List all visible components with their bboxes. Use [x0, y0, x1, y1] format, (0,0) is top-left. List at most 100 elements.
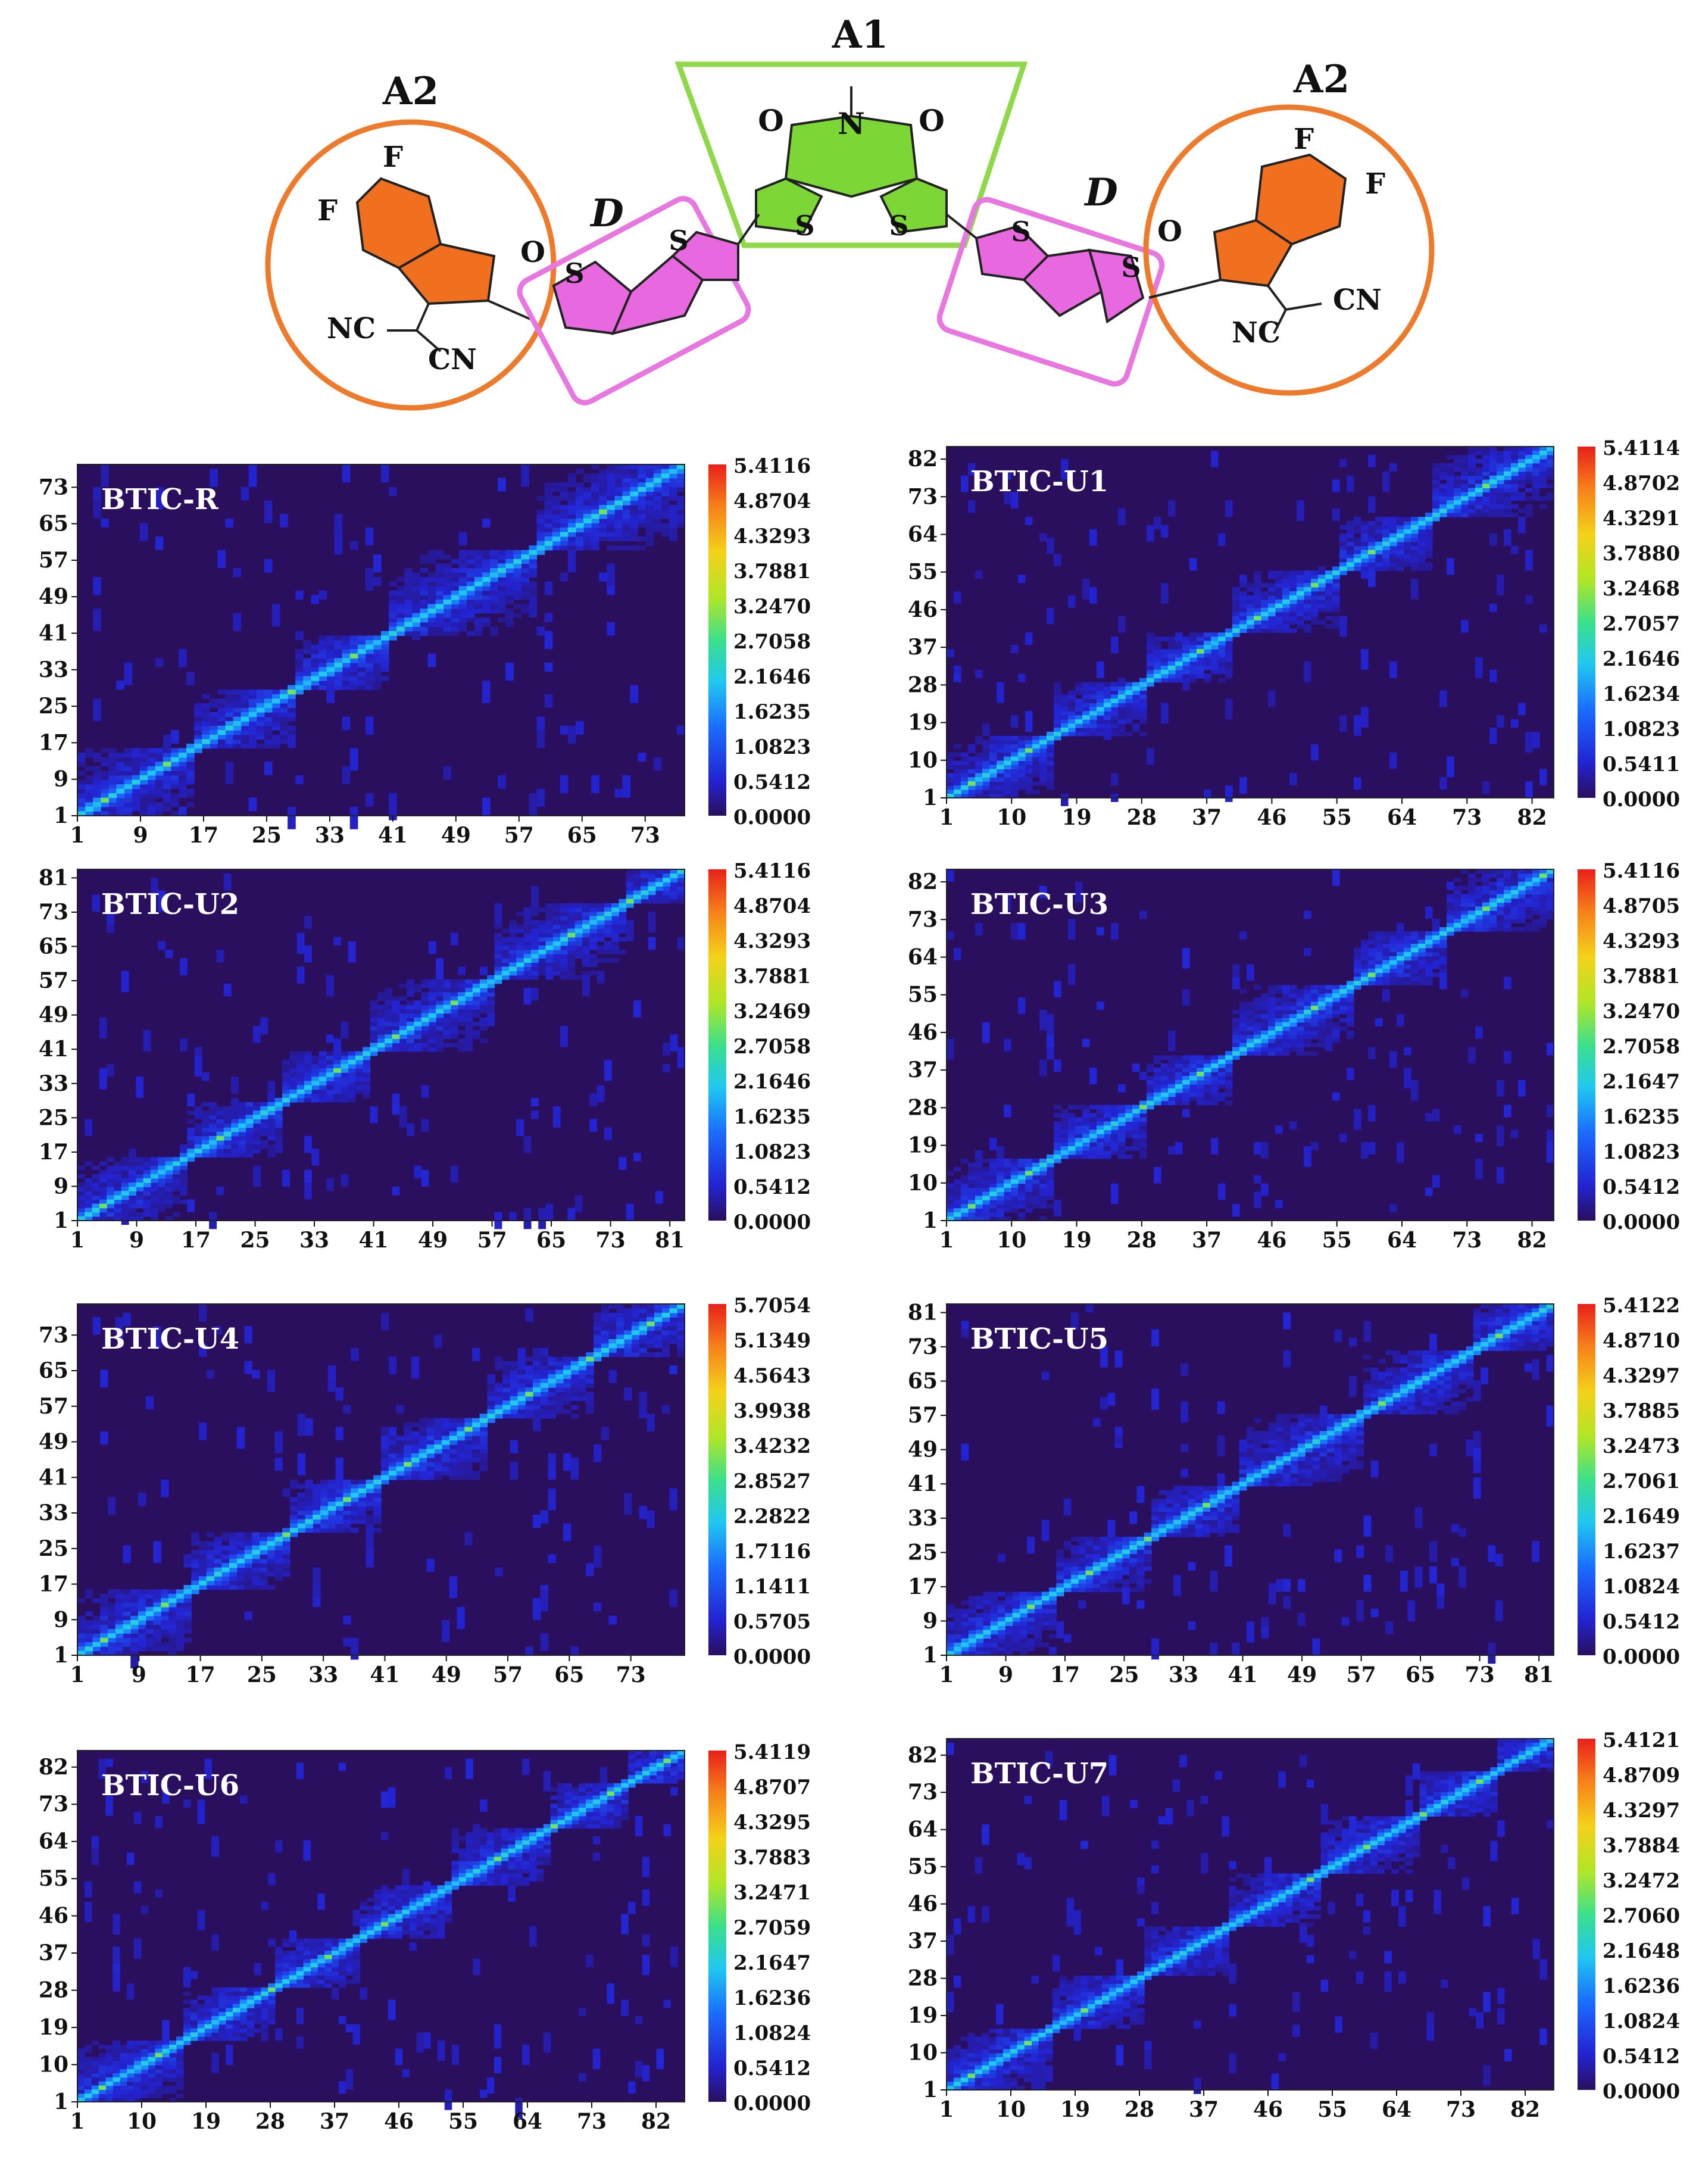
heatmap-cell — [1011, 740, 1019, 745]
heatmap-diagonal-cell — [458, 996, 466, 1001]
heatmap-cell — [143, 1187, 151, 1191]
heatmap-cell — [170, 793, 179, 798]
heatmap-cell — [494, 962, 502, 968]
heatmap-diagonal-cell — [373, 640, 382, 645]
heatmap-cell — [574, 941, 583, 946]
heatmap-cell — [1268, 583, 1276, 588]
heatmap-cell — [1025, 1187, 1033, 1193]
heatmap-cell — [611, 928, 619, 934]
heatmap-cell — [544, 613, 553, 622]
heatmap-cell — [1054, 723, 1061, 728]
heatmap-cell — [1432, 488, 1440, 492]
heatmap-cell — [1482, 496, 1490, 501]
heatmap-cell — [954, 781, 961, 786]
heatmap-cell — [1054, 1113, 1061, 1118]
heatmap-cell — [1089, 686, 1097, 691]
heatmap-cell — [1161, 1055, 1169, 1060]
heatmap-cell — [1039, 1179, 1047, 1184]
heatmap-cell — [961, 1216, 969, 1221]
heatmap-cell — [1004, 1200, 1011, 1205]
heatmap-cell — [172, 1183, 180, 1187]
heatmap-cell — [373, 653, 382, 659]
heatmap-cell — [280, 716, 288, 722]
heatmap-cell — [1311, 595, 1319, 600]
heatmap-cell — [295, 662, 304, 667]
heatmap-cell — [357, 658, 366, 663]
heatmap-cell — [318, 1072, 327, 1077]
heatmap-cell — [1297, 579, 1304, 584]
heatmap-cell — [129, 1178, 136, 1183]
heatmap-cell — [238, 1106, 246, 1111]
heatmap-cell — [108, 762, 117, 767]
heatmap-cell — [521, 595, 530, 600]
heatmap-cell — [1532, 496, 1540, 501]
heatmap-cell — [989, 1162, 997, 1168]
heatmap-cell — [385, 1034, 393, 1039]
heatmap-cell — [1147, 661, 1154, 666]
heatmap-cell — [1018, 773, 1026, 778]
heatmap-cell — [989, 785, 997, 790]
heatmap-cell — [961, 773, 969, 778]
heatmap-cell — [641, 869, 649, 874]
heatmap-cell — [282, 1063, 290, 1069]
heatmap-cell — [1268, 989, 1276, 994]
heatmap-cell — [1075, 723, 1083, 728]
heatmap-cell — [1097, 661, 1104, 678]
heatmap-cell — [1004, 1171, 1011, 1176]
heatmap-diagonal-cell — [1504, 471, 1511, 476]
heatmap-cell — [544, 581, 553, 595]
heatmap-cell — [318, 1097, 327, 1103]
heatmap-diagonal-cell — [180, 1157, 188, 1162]
heatmap-cell — [567, 958, 576, 963]
heatmap-cell — [1532, 488, 1540, 492]
heatmap-cell — [1382, 537, 1390, 542]
heatmap-cell — [567, 937, 576, 942]
heatmap-cell — [560, 545, 569, 551]
heatmap-cell — [1275, 599, 1283, 604]
heatmap-diagonal-cell — [1297, 591, 1304, 596]
heatmap-cell — [1511, 719, 1519, 728]
heatmap-cell — [1211, 637, 1219, 641]
heatmap-cell — [363, 1077, 371, 1082]
heatmap-cell — [377, 1017, 385, 1022]
heatmap-cell — [1204, 1092, 1211, 1097]
heatmap-cell — [458, 1047, 466, 1052]
heatmap-cell — [399, 1047, 407, 1052]
heatmap-cell — [267, 1135, 276, 1141]
heatmap-cell — [591, 527, 599, 533]
heatmap-cell — [1518, 447, 1526, 451]
heatmap-cell — [474, 567, 483, 573]
heatmap-cell — [399, 1026, 407, 1031]
heatmap-cell — [490, 626, 498, 632]
heatmap-cell — [245, 1106, 254, 1111]
heatmap-cell — [1061, 1134, 1069, 1138]
heatmap-cell — [1454, 492, 1461, 497]
heatmap-cell — [1032, 790, 1040, 794]
heatmap-cell — [93, 797, 101, 803]
heatmap-cell — [1418, 566, 1426, 571]
heatmap-cell — [1311, 989, 1319, 994]
heatmap-cell — [529, 554, 538, 560]
heatmap-cell — [574, 916, 583, 921]
heatmap-cell — [436, 1030, 444, 1035]
heatmap-cell — [132, 793, 140, 798]
heatmap-cell — [311, 681, 319, 686]
heatmap-cell — [1068, 690, 1076, 695]
heatmap-cell — [1261, 620, 1269, 625]
heatmap-cell — [172, 1169, 180, 1175]
heatmap-cell — [591, 500, 599, 506]
heatmap-cell — [645, 491, 654, 497]
a2-left-f1: F — [383, 141, 403, 174]
colorbar-label: 0.0000 — [1603, 788, 1680, 812]
heatmap-cell — [99, 1068, 107, 1090]
heatmap-cell — [1018, 740, 1026, 745]
heatmap-cell — [1161, 1084, 1169, 1089]
heatmap-cell — [107, 1174, 115, 1179]
heatmap-cell — [1218, 645, 1226, 650]
heatmap-cell — [392, 1030, 400, 1035]
heatmap-cell — [1225, 637, 1233, 641]
heatmap-cell — [1354, 964, 1361, 969]
heatmap-cell — [260, 1017, 268, 1035]
heatmap-cell — [435, 567, 444, 573]
heatmap-cell — [676, 469, 685, 474]
